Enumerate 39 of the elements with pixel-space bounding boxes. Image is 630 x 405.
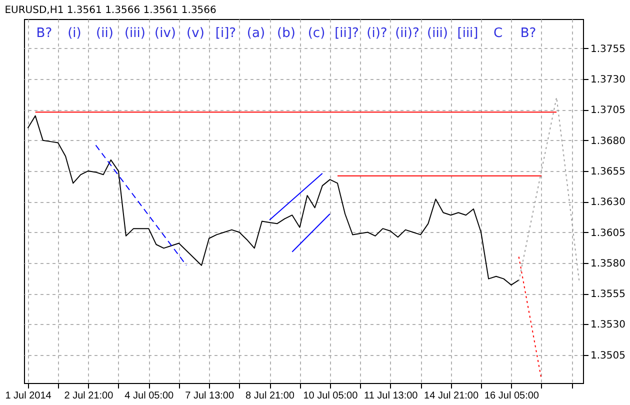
y-tick-label: 1.3605 (590, 228, 626, 239)
y-tick-label: 1.3630 (590, 197, 626, 208)
y-tick-label: 1.3680 (590, 136, 626, 147)
annotation: [ii]? (334, 26, 359, 41)
annotation: (v) (186, 26, 204, 41)
y-tick-label: 1.3730 (590, 74, 626, 86)
annotation: B? (36, 26, 52, 41)
annotation: (iii) (124, 26, 146, 41)
y-tick-label: 1.3755 (590, 44, 626, 55)
chart-title: EURUSD,H1 1.3561 1.3566 1.3561 1.3566 (4, 5, 216, 16)
x-tick-label: 14 Jul 21:00 (424, 390, 479, 402)
annotation: (iv) (154, 26, 176, 41)
x-tick-label: 10 Jul 05:00 (303, 390, 358, 402)
annotation: C (493, 26, 503, 41)
annotation: (a) (246, 26, 266, 41)
x-tick-label: 7 Jul 13:00 (185, 390, 234, 402)
y-tick-label: 1.3505 (590, 350, 626, 362)
y-tick-label: 1.3580 (590, 258, 626, 270)
annotation: (iii) (427, 26, 448, 41)
x-tick-label: 2 Jul 21:00 (64, 390, 114, 402)
annotation: (ii)? (395, 26, 420, 41)
y-tick-label: 1.3530 (590, 320, 626, 331)
x-tick-label: 16 Jul 05:00 (484, 390, 540, 402)
annotation: [iii] (457, 26, 478, 41)
annotation: (i)? (366, 26, 388, 41)
x-tick-label: 8 Jul 21:00 (246, 390, 295, 402)
annotation: B? (520, 26, 536, 41)
x-tick-label: 1 Jul 2014 (5, 390, 52, 402)
y-tick-label: 1.3655 (590, 166, 626, 178)
annotation: (i) (68, 26, 82, 41)
annotation: (c) (308, 26, 326, 41)
x-tick-label: 11 Jul 13:00 (364, 390, 418, 402)
annotation: (ii) (96, 26, 114, 41)
annotation: (b) (277, 26, 296, 41)
y-tick-label: 1.3555 (590, 289, 626, 300)
annotation: [i]? (215, 26, 236, 41)
line-series (27, 115, 520, 286)
x-tick-label: 4 Jul 05:00 (124, 390, 174, 402)
y-tick-label: 1.3705 (590, 105, 626, 116)
